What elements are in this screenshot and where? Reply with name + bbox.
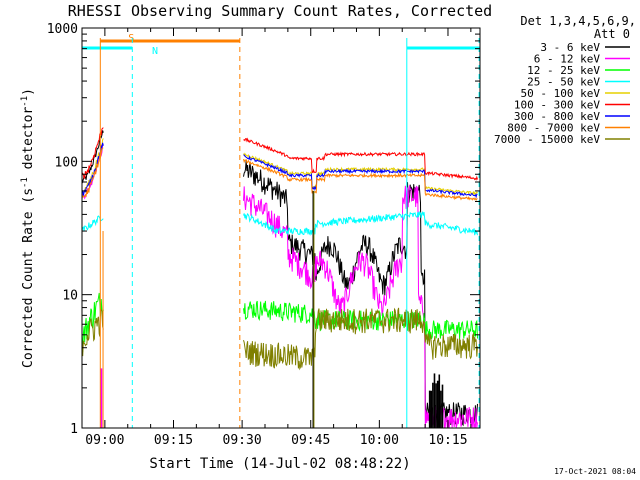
series-line-main (243, 137, 478, 181)
legend-label: 300 - 800 keV (514, 110, 600, 123)
series-line-main (243, 211, 478, 236)
y-tick-label: 1000 (47, 22, 78, 37)
chart-title: RHESSI Observing Summary Count Rates, Co… (68, 2, 492, 20)
plot-frame (81, 27, 481, 429)
legend-label: 12 - 25 keV (527, 64, 600, 77)
annotation-label: N (152, 46, 158, 57)
legend-label: 6 - 12 keV (534, 53, 601, 66)
series-line-pre (81, 307, 104, 357)
legend-header-detectors: Det 1,3,4,5,6,9, (520, 14, 636, 28)
series-line-pre (81, 127, 104, 180)
legend-label: 7000 - 15000 keV (494, 133, 600, 146)
x-axis-ticks: 09:00 09:15 09:30 09:45 10:00 10:15 (81, 28, 472, 448)
footer-date: 17-Oct-2021 08:04 (554, 467, 636, 476)
legend-label: 800 - 7000 keV (507, 122, 600, 135)
x-tick-label: 09:00 (85, 433, 124, 448)
x-axis-label: Start Time (14-Jul-02 08:48:22) (149, 456, 410, 472)
y-tick-label: 10 (62, 289, 78, 304)
series-line-main (243, 307, 478, 371)
series-line-main (243, 158, 478, 202)
legend-header-attenuator: Att 0 (594, 27, 630, 41)
series-line-main (243, 154, 478, 199)
x-tick-label: 09:15 (154, 433, 193, 448)
y-tick-label: 100 (55, 155, 78, 170)
annotation-label: S (128, 33, 134, 44)
series-line-main (243, 300, 478, 341)
y-axis-label: Corrected Count Rate (s-1 detector-1) (20, 88, 36, 368)
plot-area: SN (81, 33, 480, 428)
legend-label: 3 - 6 keV (540, 41, 600, 54)
x-tick-label: 09:45 (291, 433, 330, 448)
x-tick-label: 09:30 (223, 433, 262, 448)
y-tick-label: 1 (70, 422, 78, 437)
legend-label: 50 - 100 keV (521, 87, 601, 100)
legend-label: 25 - 50 keV (527, 76, 600, 89)
series-line-pre (81, 215, 104, 231)
series-line-pre (81, 147, 104, 199)
x-tick-label: 10:15 (428, 433, 467, 448)
x-tick-label: 10:00 (360, 433, 399, 448)
legend-label: 100 - 300 keV (514, 99, 600, 112)
y-axis-ticks: 1 10 100 1000 (47, 22, 480, 437)
